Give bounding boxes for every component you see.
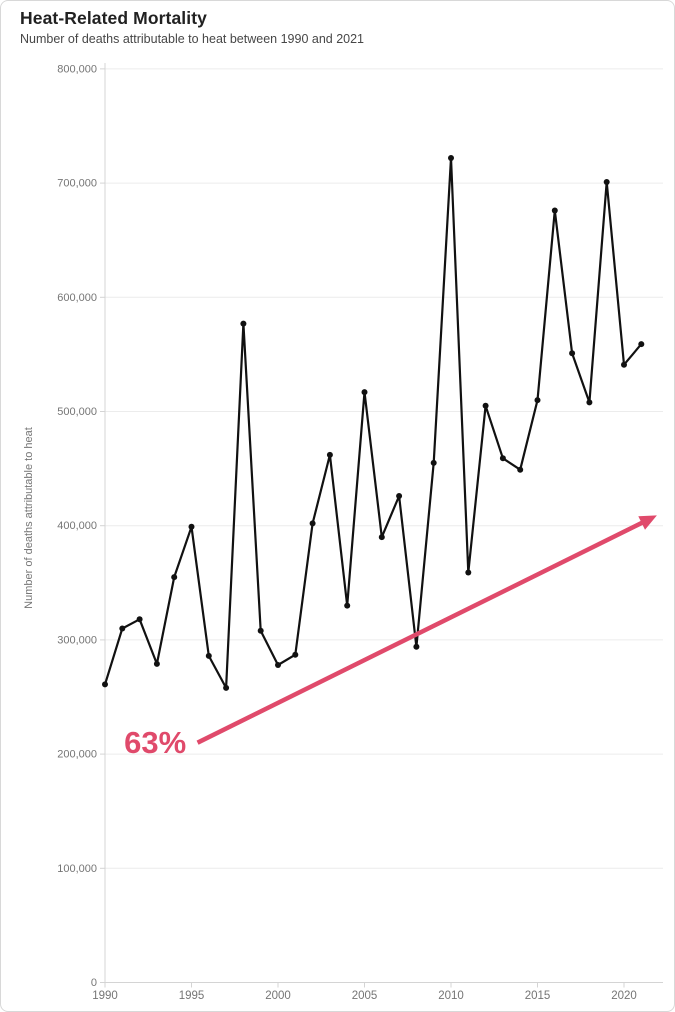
data-point[interactable]	[102, 681, 108, 688]
y-tick-label: 300,000	[57, 634, 97, 646]
data-point[interactable]	[344, 602, 351, 609]
x-tick-label: 2000	[265, 990, 291, 1002]
data-point[interactable]	[326, 451, 333, 458]
y-tick-label: 500,000	[57, 406, 97, 418]
data-point[interactable]	[378, 534, 385, 541]
data-point[interactable]	[223, 684, 230, 691]
data-point[interactable]	[275, 662, 281, 668]
data-point[interactable]	[205, 652, 212, 659]
data-point[interactable]	[465, 569, 472, 576]
y-tick-label: 0	[91, 977, 97, 989]
x-tick-label: 2010	[438, 990, 464, 1002]
data-point[interactable]	[569, 350, 576, 357]
data-point[interactable]	[534, 397, 541, 404]
data-point[interactable]	[430, 459, 437, 466]
data-point[interactable]	[171, 574, 178, 581]
chart-subtitle: Number of deaths attributable to heat be…	[20, 32, 365, 46]
data-point[interactable]	[396, 493, 403, 499]
data-point[interactable]	[413, 643, 420, 650]
data-point[interactable]	[621, 361, 627, 368]
y-tick-label: 800,000	[57, 63, 97, 75]
data-point[interactable]	[586, 399, 593, 406]
trend-arrowhead	[638, 515, 657, 530]
x-tick-label: 1990	[92, 990, 118, 1002]
x-tick-label: 2015	[525, 990, 551, 1002]
x-tick-label: 2005	[352, 990, 378, 1002]
data-point[interactable]	[292, 651, 299, 658]
y-tick-label: 400,000	[57, 520, 97, 532]
data-point[interactable]	[309, 520, 316, 527]
data-point[interactable]	[517, 466, 524, 473]
chart-title: Heat-Related Mortality	[20, 8, 207, 28]
data-point[interactable]	[551, 207, 558, 214]
data-point[interactable]	[153, 660, 160, 667]
x-tick-label: 2020	[611, 990, 637, 1002]
data-point[interactable]	[603, 179, 610, 185]
data-point[interactable]	[638, 341, 645, 348]
data-point[interactable]	[119, 625, 126, 632]
percent-annotation: 63%	[124, 725, 186, 760]
y-tick-label: 100,000	[57, 863, 97, 875]
y-tick-label: 600,000	[57, 292, 97, 304]
data-point[interactable]	[448, 155, 454, 161]
data-point[interactable]	[136, 616, 143, 623]
data-point[interactable]	[499, 455, 506, 462]
data-point[interactable]	[482, 402, 489, 409]
data-point[interactable]	[240, 320, 247, 327]
data-point[interactable]	[188, 523, 195, 530]
data-point[interactable]	[361, 389, 368, 396]
x-tick-label: 1995	[179, 990, 205, 1002]
y-tick-label: 200,000	[57, 749, 97, 761]
mortality-line	[103, 156, 643, 690]
y-tick-label: 700,000	[57, 178, 97, 190]
data-point[interactable]	[257, 627, 264, 634]
trend-arrow-line	[196, 519, 647, 745]
y-axis-title: Number of deaths attributable to heat	[23, 427, 35, 609]
